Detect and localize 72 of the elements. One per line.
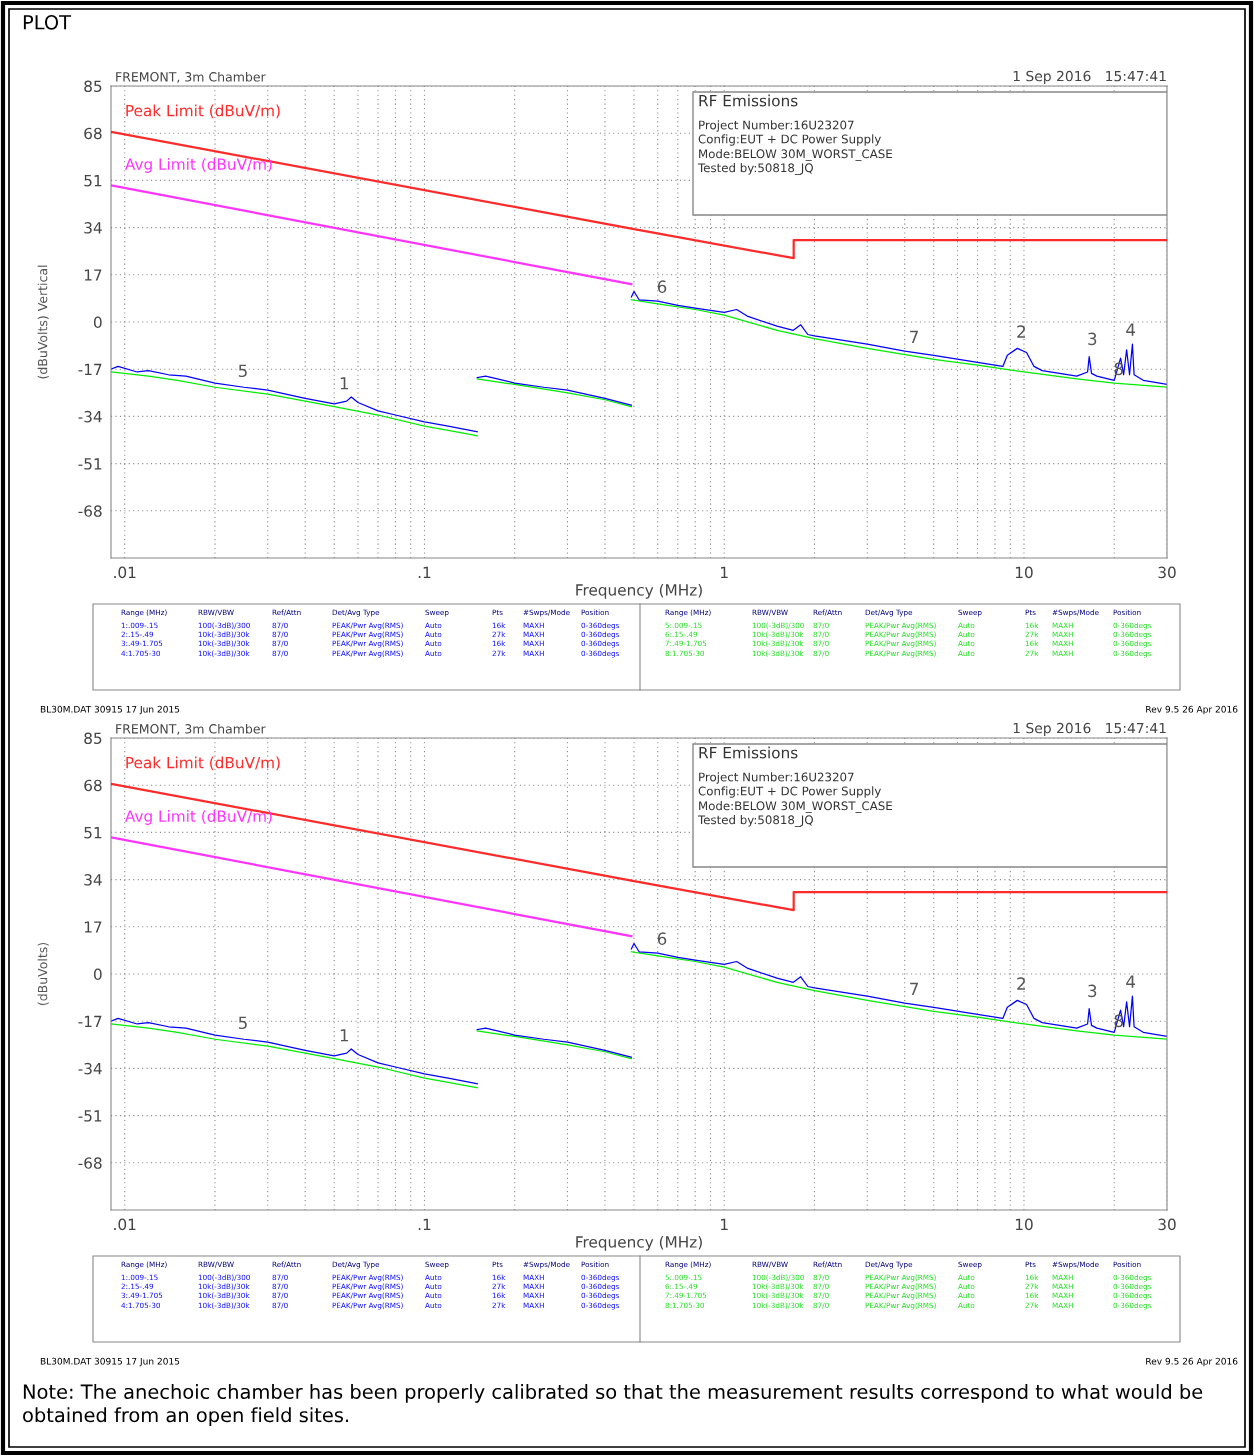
x-tick-label: 1 [721, 1218, 728, 1230]
annotation: 4 [1126, 323, 1136, 336]
x-tick-label: 10 [1015, 1218, 1033, 1231]
x-tick-label: .1 [418, 1218, 431, 1230]
y-axis-title: (dBuVolts) Vertical [37, 265, 49, 379]
x-tick-label: 1 [721, 566, 728, 578]
text: Rev 9.5 26 Apr 2016 [1146, 1357, 1238, 1367]
y-tick-label: 34 [84, 874, 102, 886]
x-axis-title: Frequency (MHz) [576, 1235, 702, 1251]
annotation: Config:EUT + DC Power Supply [698, 134, 881, 146]
annotation: 1 [340, 1029, 349, 1042]
text: BL30M.DAT 30915 17 Jun 2015 [40, 705, 180, 715]
annotation: 6 [657, 280, 667, 293]
y-tick-label: -34 [78, 1062, 102, 1075]
series-label: Avg Limit (dBuV/m) [125, 810, 272, 825]
y-tick-label: 51 [84, 175, 102, 187]
y-tick-label: -17 [78, 1015, 102, 1027]
annotation: 2 [1017, 325, 1025, 338]
annotation: 3 [1088, 332, 1097, 346]
annotation: Tested by:50818_JQ [697, 163, 813, 175]
y-tick-label: 85 [84, 732, 102, 745]
annotation: Mode:BELOW 30M_WORST_CASE [699, 801, 892, 813]
y-tick-label: 17 [84, 921, 102, 933]
annotation: 1 [340, 377, 349, 390]
chart-title: FREMONT, 3m Chamber [116, 71, 266, 83]
annotation: RF Emissions [699, 94, 798, 107]
chart-subtitle: 1 Sep 2016 15:47:41 [1013, 722, 1166, 736]
annotation: Config:EUT + DC Power Supply [698, 786, 881, 798]
y-tick-label: 17 [84, 269, 102, 281]
annotation: Mode:BELOW 30M_WORST_CASE [699, 149, 892, 161]
annotation: 3 [1088, 984, 1097, 998]
y-tick-label: -68 [78, 505, 102, 517]
y-tick-label: -51 [78, 1110, 102, 1122]
series-label: Peak Limit (dBuV/m) [126, 756, 280, 771]
y-axis-title: (dBuVolts) [37, 942, 49, 1006]
y-tick-label: -68 [78, 1157, 102, 1169]
y-tick-label: 68 [84, 779, 102, 792]
y-tick-label: 34 [84, 222, 102, 234]
series-label: Peak Limit (dBuV/m) [126, 104, 280, 119]
annotation: 4 [1126, 975, 1136, 988]
x-tick-label: .01 [114, 1218, 136, 1231]
annotation: 5 [238, 1016, 247, 1030]
y-tick-label: 68 [84, 127, 102, 140]
annotation: Project Number:16U23207 [699, 772, 854, 784]
x-tick-label: 30 [1158, 566, 1176, 579]
chart-subtitle: 1 Sep 2016 15:47:41 [1013, 70, 1166, 84]
x-axis-title: Frequency (MHz) [576, 583, 702, 599]
y-tick-label: -34 [78, 410, 102, 423]
y-tick-label: 0 [93, 968, 102, 981]
chart-title: FREMONT, 3m Chamber [116, 723, 266, 735]
annotation: 7 [910, 330, 918, 343]
text: BL30M.DAT 30915 17 Jun 2015 [40, 1357, 180, 1367]
annotation: Tested by:50818_JQ [697, 815, 813, 827]
annotation: 7 [910, 982, 918, 995]
x-tick-label: .1 [418, 566, 431, 578]
annotation: 6 [657, 932, 667, 945]
text: PLOT [23, 14, 72, 30]
annotation: 2 [1017, 977, 1025, 990]
y-tick-label: -51 [78, 458, 102, 470]
text: Rev 9.5 26 Apr 2016 [1146, 705, 1238, 715]
text: Note: The anechoic chamber has been properly calibrated so that the measurement results correspond to what would be obtained from an open field sites. [23, 1384, 1203, 1427]
x-tick-label: .01 [114, 566, 136, 579]
y-tick-label: -17 [78, 363, 102, 375]
annotation: RF Emissions [699, 746, 798, 759]
series-label: Avg Limit (dBuV/m) [125, 158, 272, 173]
y-tick-label: 51 [84, 827, 102, 839]
y-tick-label: 85 [84, 80, 102, 93]
x-tick-label: 10 [1015, 566, 1033, 579]
annotation: 5 [238, 364, 247, 378]
y-tick-label: 0 [93, 316, 102, 329]
annotation: Project Number:16U23207 [699, 120, 854, 132]
x-tick-label: 30 [1158, 1218, 1176, 1231]
